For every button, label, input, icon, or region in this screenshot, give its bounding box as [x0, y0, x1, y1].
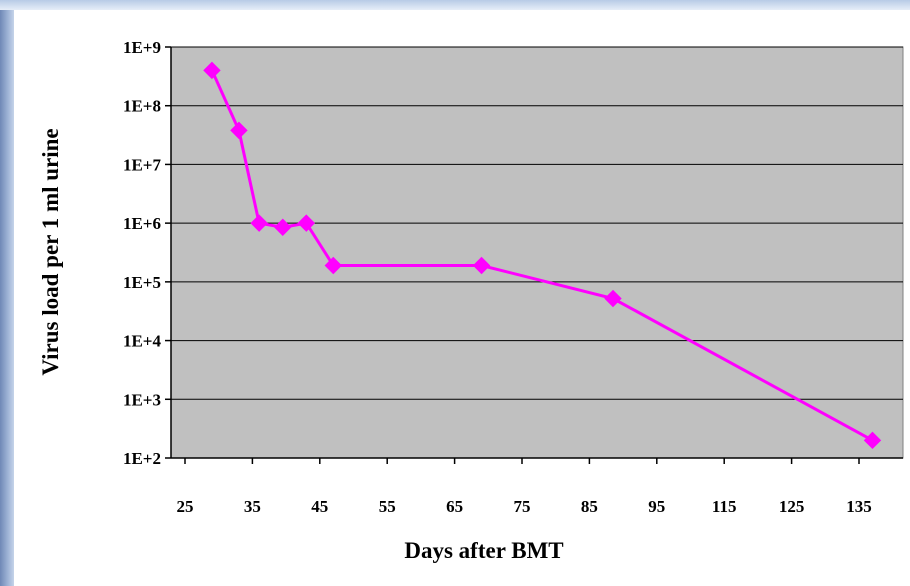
- y-tick-label: 1E+9: [123, 38, 161, 57]
- y-axis: 1E+2 1E+3 1E+4 1E+5 1E+6 1E+7 1E+8 1E+9: [123, 38, 171, 468]
- y-tick-label: 1E+8: [123, 97, 161, 116]
- x-tick-label: 35: [244, 497, 261, 516]
- y-tick-label: 1E+5: [123, 273, 161, 292]
- y-axis-label: Virus load per 1 ml urine: [38, 128, 63, 375]
- x-axis-label: Days after BMT: [404, 538, 563, 563]
- y-tick-label: 1E+2: [123, 449, 161, 468]
- y-tick-label: 1E+7: [123, 155, 162, 174]
- y-tick-label: 1E+6: [123, 214, 161, 233]
- x-tick-label: 115: [712, 497, 737, 516]
- y-tick-label: 1E+3: [123, 390, 161, 409]
- x-tick-label: 45: [311, 497, 328, 516]
- x-tick-label: 135: [846, 497, 872, 516]
- x-axis: 25 35 45 55 65 75 85 95 115 125 135: [171, 458, 903, 516]
- x-tick-label: 25: [177, 497, 194, 516]
- x-tick-label: 65: [446, 497, 463, 516]
- x-tick-label: 75: [514, 497, 531, 516]
- x-tick-label: 55: [379, 497, 396, 516]
- x-tick-label: 85: [581, 497, 598, 516]
- x-tick-label: 125: [779, 497, 805, 516]
- x-tick-label: 95: [648, 497, 665, 516]
- y-tick-label: 1E+4: [123, 332, 162, 351]
